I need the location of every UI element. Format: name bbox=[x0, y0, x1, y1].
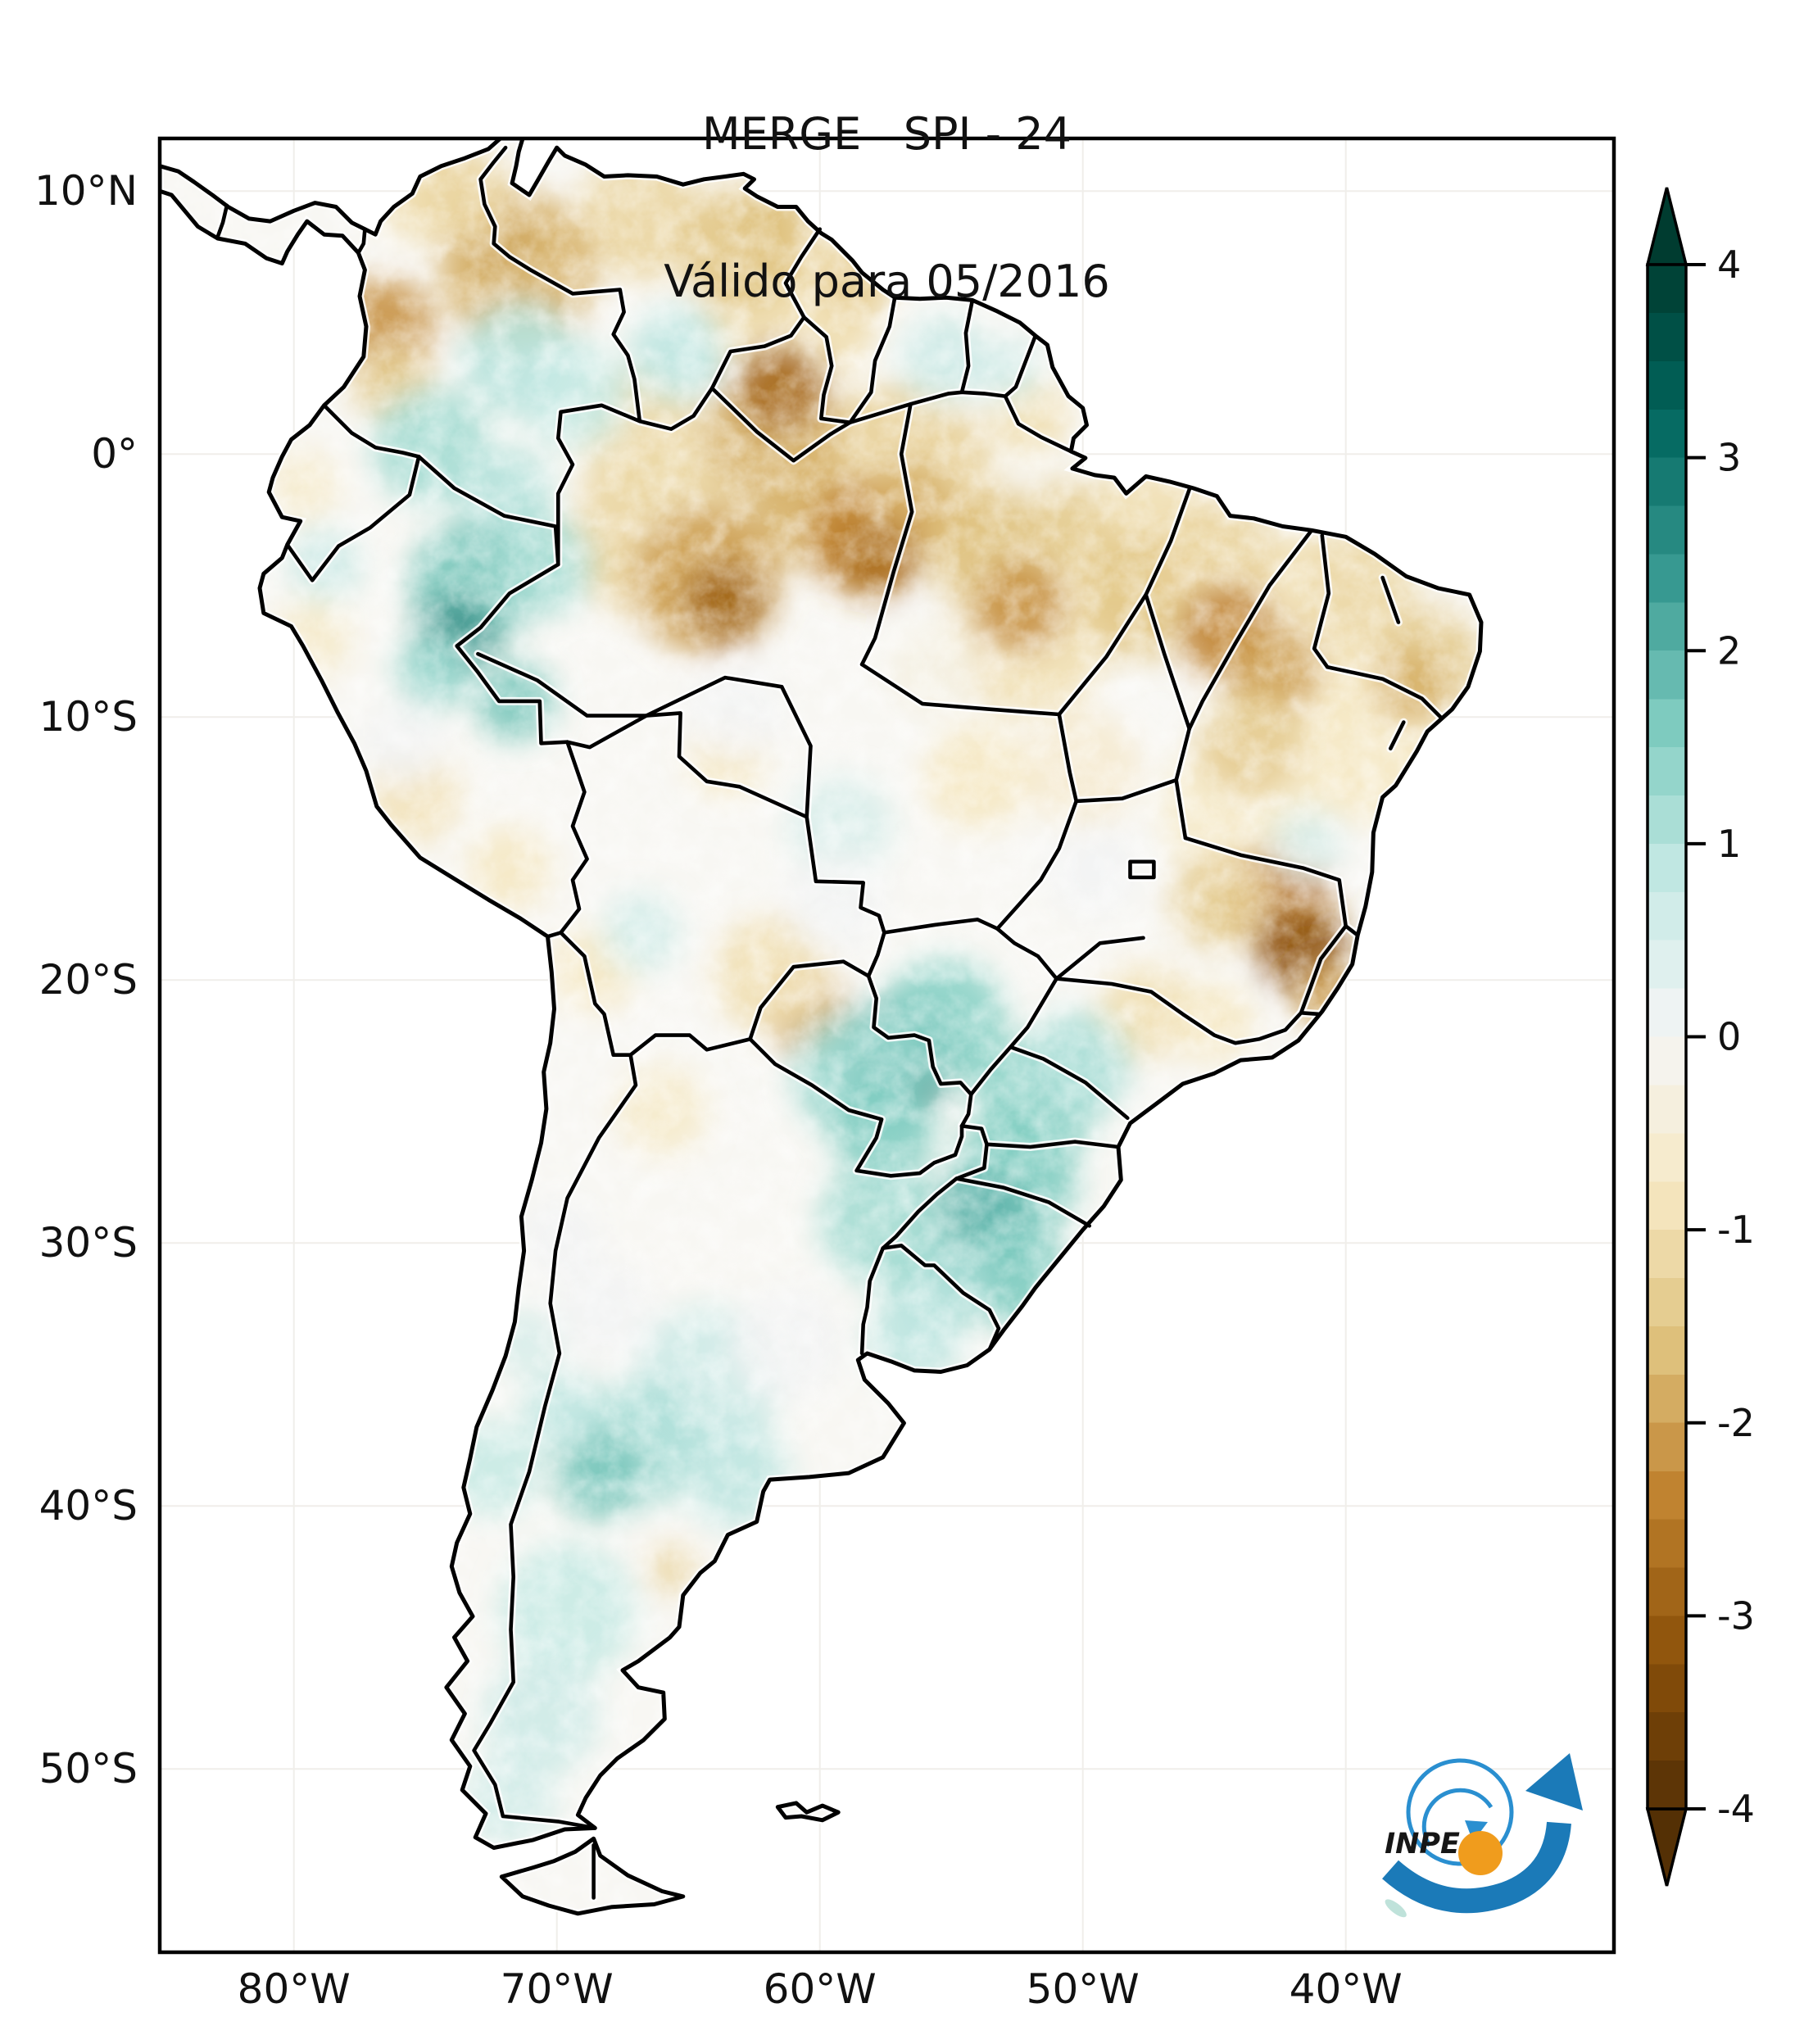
figure-title: MERGE SPI - 24 bbox=[702, 108, 1072, 160]
lat-tick-label: 50°S bbox=[39, 1745, 138, 1792]
lon-tick-label: 60°W bbox=[764, 1965, 877, 2013]
lon-tick-label: 70°W bbox=[501, 1965, 614, 2013]
lat-tick-label: 10°S bbox=[39, 693, 138, 741]
colorbar-tick-label: -3 bbox=[1717, 1593, 1755, 1638]
lat-tick-label: 30°S bbox=[39, 1219, 138, 1267]
logo-orange-dot-icon bbox=[1458, 1831, 1503, 1875]
lon-tick-label: 50°W bbox=[1027, 1965, 1140, 2013]
colorbar-tick-label: 0 bbox=[1717, 1015, 1741, 1059]
logo-arrow-icon bbox=[1525, 1753, 1583, 1811]
figure-subtitle: Válido para 05/2016 bbox=[664, 256, 1110, 307]
colorbar-tick-label: 3 bbox=[1717, 436, 1741, 480]
lat-tick-label: 40°S bbox=[39, 1482, 138, 1530]
title-block: MERGE SPI - 24 Válido para 05/2016 bbox=[160, 11, 1614, 405]
borders bbox=[160, 138, 1484, 1916]
colorbar: 4 3 2 1 0 -1 -2 -3 -4 bbox=[1645, 187, 1755, 1887]
coastline bbox=[160, 138, 1484, 1916]
lon-tick-label: 40°W bbox=[1290, 1965, 1403, 2013]
lon-tick-label: 80°W bbox=[238, 1965, 351, 2013]
inpe-logo: INPE bbox=[1382, 1753, 1583, 1914]
colorbar-tick-label: 1 bbox=[1717, 822, 1741, 866]
lat-tick-label: 0° bbox=[91, 430, 138, 478]
colorbar-gradient bbox=[1646, 263, 1688, 1811]
colorbar-tick-label: 4 bbox=[1717, 242, 1741, 287]
lat-tick-label: 20°S bbox=[39, 956, 138, 1004]
colorbar-tick-label: 2 bbox=[1717, 628, 1741, 673]
logo-text: INPE bbox=[1385, 1828, 1460, 1860]
colorbar-tick-label: -4 bbox=[1717, 1787, 1755, 1831]
logo-spiral-arrow-icon bbox=[1465, 1820, 1488, 1842]
lon-axis: 80°W 70°W 60°W 50°W 40°W bbox=[238, 1965, 1403, 2013]
ocean-speck bbox=[1385, 1899, 1407, 1918]
colorbar-tick-label: -2 bbox=[1717, 1401, 1755, 1445]
lat-tick-label: 10°N bbox=[34, 167, 138, 215]
lat-axis: 10°N 0° 10°S 20°S 30°S 40°S 50°S bbox=[34, 167, 138, 1792]
map-frame bbox=[157, 136, 1616, 1955]
colorbar-tick-label: -1 bbox=[1717, 1208, 1755, 1252]
